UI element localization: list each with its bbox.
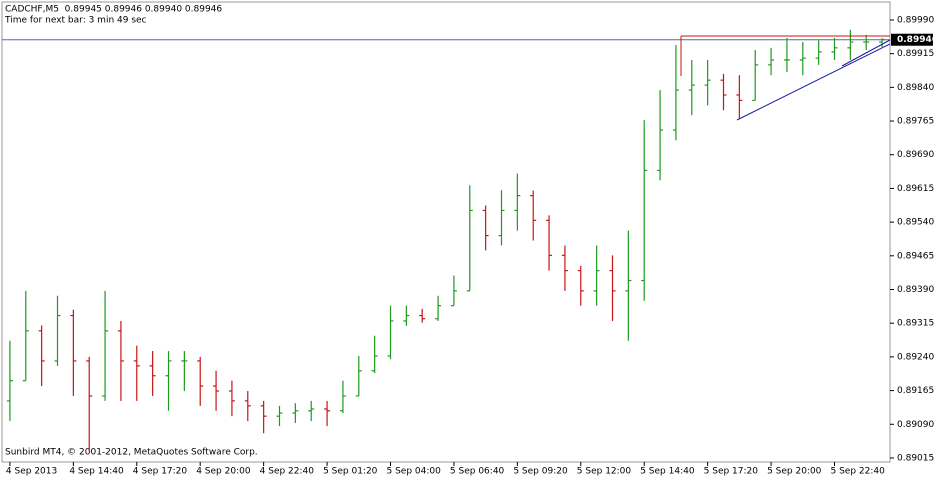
ohlc-bar — [546, 215, 553, 271]
ohlc-bar — [720, 73, 727, 111]
ohlc-bar — [86, 356, 93, 452]
ohlc-bar — [197, 356, 204, 406]
x-tick-label: 5 Sep 01:20 — [323, 467, 378, 477]
y-tick-label: 0.89090 — [897, 420, 934, 430]
ohlc-bar — [38, 325, 45, 387]
ohlc-bar — [419, 308, 426, 323]
trend-line — [736, 43, 891, 121]
ohlc-bar — [847, 29, 854, 60]
y-tick-label: 0.89690 — [897, 150, 934, 160]
ohlc-bar — [879, 37, 886, 47]
x-tick-label: 5 Sep 20:00 — [767, 467, 822, 477]
x-tick-label: 5 Sep 17:20 — [704, 467, 759, 477]
ohlc-bar — [466, 185, 473, 292]
ohlc-bar — [561, 245, 568, 291]
x-tick-label: 5 Sep 12:00 — [577, 467, 632, 477]
current-price-label: 0.89946 — [897, 35, 935, 45]
y-tick-label: 0.89915 — [897, 49, 934, 59]
y-tick-label: 0.89315 — [897, 319, 934, 329]
y-tick-label: 0.89990 — [897, 15, 934, 25]
ohlc-bar — [815, 40, 822, 65]
ohlc-bar — [609, 255, 616, 321]
y-tick-label: 0.89390 — [897, 285, 934, 295]
y-tick-label: 0.89015 — [897, 453, 934, 463]
ohlc-bar — [799, 41, 806, 76]
ohlc-bar — [641, 120, 648, 301]
ohlc-bar — [672, 45, 679, 141]
x-tick-label: 5 Sep 06:40 — [450, 467, 505, 477]
x-tick-label: 5 Sep 09:20 — [513, 467, 568, 477]
ohlc-bar — [768, 47, 775, 76]
x-tick-label: 5 Sep 04:00 — [387, 467, 442, 477]
ohlc-bar — [149, 351, 156, 396]
ohlc-bar — [863, 34, 870, 51]
ohlc-bar — [752, 50, 759, 101]
ohlc-bar — [228, 380, 235, 417]
ohlc-bar — [102, 290, 109, 401]
ohlc-bar — [371, 335, 378, 374]
ohlc-bar — [482, 205, 489, 251]
ohlc-bar — [355, 355, 362, 397]
ohlc-bar — [688, 59, 695, 116]
ohlc-bar — [308, 400, 315, 422]
ohlc-bar — [530, 190, 537, 241]
ohlc-bar — [22, 290, 29, 382]
ohlc-bar — [657, 90, 664, 181]
y-tick-label: 0.89165 — [897, 386, 934, 396]
trend-line — [841, 39, 891, 67]
copyright: Sunbird MT4, © 2001-2012, MetaQuotes Sof… — [5, 448, 258, 458]
ohlc-bar — [324, 400, 331, 427]
ohlc-bar — [165, 351, 172, 411]
y-tick-label: 0.89540 — [897, 218, 934, 228]
ohlc-bar — [117, 320, 124, 401]
ohlc-bar — [625, 230, 632, 341]
ohlc-bar — [70, 309, 77, 396]
x-tick-label: 4 Sep 20:00 — [196, 467, 251, 477]
x-tick-label: 5 Sep 14:40 — [640, 467, 695, 477]
ohlc-bar — [450, 275, 457, 307]
ohlc-bar — [6, 340, 13, 422]
x-tick-label: 4 Sep 22:40 — [260, 467, 315, 477]
current-price-box — [891, 33, 933, 46]
x-tick-label: 4 Sep 2013 — [6, 467, 57, 477]
ohlc-bar — [387, 305, 394, 360]
ohlc-bar — [704, 59, 711, 106]
ohlc-bar — [783, 37, 790, 73]
y-tick-label: 0.89465 — [897, 251, 934, 261]
x-tick-label: 4 Sep 14:40 — [69, 467, 124, 477]
y-tick-label: 0.89615 — [897, 184, 934, 194]
x-tick-label: 4 Sep 17:20 — [133, 467, 188, 477]
ohlc-bar — [498, 190, 505, 246]
ohlc-bar — [133, 345, 140, 401]
ohlc-bar — [831, 37, 838, 60]
ohlc-bar — [514, 173, 521, 231]
y-tick-label: 0.89240 — [897, 352, 934, 362]
ohlc-bar — [339, 380, 346, 414]
y-tick-label: 0.89840 — [897, 83, 934, 93]
x-tick-label: 5 Sep 22:40 — [831, 467, 886, 477]
ohlc-bar — [435, 295, 442, 321]
ohlc-bar — [244, 391, 251, 422]
ohlc-bar — [213, 370, 220, 411]
ohlc-bar — [260, 400, 267, 434]
ohlc-bar — [593, 245, 600, 306]
drawn-objects — [680, 35, 891, 121]
info-line: CADCHF,M5 0.89945 0.89946 0.89940 0.8994… — [5, 5, 222, 15]
ohlc-bar — [181, 351, 188, 392]
plot-frame — [1, 1, 891, 463]
timer-line: Time for next bar: 3 min 49 sec — [4, 16, 147, 26]
ohlc-bar — [276, 405, 283, 427]
ohlc-bar — [292, 403, 299, 423]
ohlc-bar — [403, 305, 410, 326]
ohlc-bar — [736, 75, 743, 119]
ohlc-bar — [577, 265, 584, 306]
ohlc-bar — [54, 295, 61, 366]
y-tick-label: 0.89765 — [897, 117, 934, 127]
